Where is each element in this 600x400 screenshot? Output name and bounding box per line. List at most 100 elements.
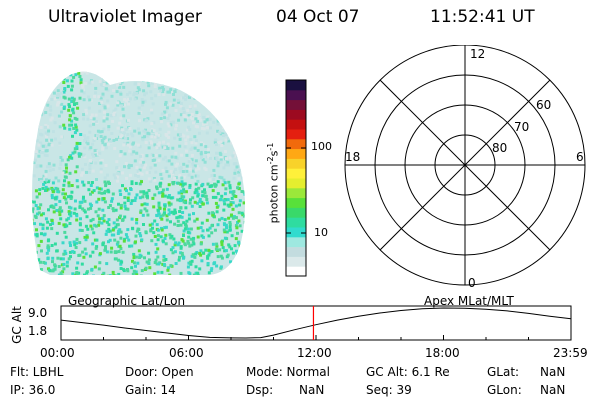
auroral-pixel (124, 288, 127, 291)
auroral-pixel (161, 213, 165, 217)
auroral-pixel (228, 156, 232, 160)
auroral-pixel (28, 169, 31, 172)
auroral-pixel (82, 153, 86, 157)
timeline-frame (60, 305, 572, 341)
auroral-pixel (216, 255, 220, 259)
auroral-pixel (27, 199, 30, 202)
auroral-pixel (51, 269, 55, 273)
auroral-pixel (104, 182, 108, 186)
auroral-pixel (26, 86, 29, 89)
auroral-pixel (123, 152, 127, 156)
auroral-pixel (103, 61, 106, 64)
auroral-pixel (177, 215, 181, 219)
polar-label-60: 60 (536, 98, 551, 112)
auroral-pixel (102, 271, 106, 275)
auroral-pixel (146, 260, 150, 264)
auroral-pixel (206, 83, 210, 87)
auroral-pixel (87, 106, 91, 110)
auroral-pixel (76, 106, 80, 110)
auroral-pixel (27, 120, 30, 123)
auroral-pixel (31, 118, 35, 122)
auroral-pixel (62, 267, 66, 271)
auroral-pixel (230, 87, 234, 91)
auroral-pixel (126, 137, 130, 141)
auroral-pixel (138, 182, 142, 186)
auroral-pixel (79, 78, 83, 82)
auroral-pixel (144, 64, 147, 67)
auroral-pixel (250, 119, 253, 122)
auroral-pixel (156, 234, 160, 238)
auroral-pixel (224, 132, 228, 136)
auroral-pixel (191, 90, 195, 94)
auroral-pixel (63, 225, 67, 229)
auroral-pixel (74, 246, 78, 249)
auroral-pixel (116, 240, 120, 244)
auroral-pixel (47, 162, 51, 166)
auroral-image (26, 61, 260, 299)
auroral-pixel (97, 191, 101, 195)
auroral-pixel (50, 219, 54, 222)
auroral-pixel (224, 71, 228, 75)
auroral-pixel (88, 81, 92, 85)
auroral-pixel (169, 220, 172, 224)
auroral-pixel (31, 210, 33, 214)
auroral-pixel (207, 234, 211, 238)
auroral-pixel (213, 182, 217, 186)
auroral-pixel (31, 244, 34, 248)
auroral-pixel (259, 106, 260, 109)
auroral-pixel (144, 230, 148, 234)
auroral-pixel (179, 271, 183, 275)
auroral-pixel (253, 211, 256, 214)
auroral-pixel (231, 271, 235, 275)
colorbar-band (286, 256, 306, 267)
auroral-pixel (104, 184, 108, 188)
auroral-pixel (252, 130, 255, 133)
auroral-pixel (230, 290, 233, 293)
auroral-pixel (252, 296, 255, 299)
auroral-pixel (230, 213, 233, 217)
auroral-pixel (247, 228, 250, 231)
auroral-pixel (77, 152, 81, 156)
auroral-pixel (176, 66, 179, 69)
auroral-pixel (26, 67, 29, 70)
auroral-pixel (50, 78, 54, 82)
auroral-pixel (189, 237, 193, 241)
auroral-pixel (90, 190, 94, 194)
auroral-pixel (206, 148, 210, 152)
auroral-pixel (188, 201, 192, 205)
auroral-pixel (136, 227, 140, 231)
auroral-pixel (29, 120, 32, 123)
auroral-pixel (154, 72, 158, 75)
auroral-pixel (249, 268, 252, 271)
auroral-pixel (229, 95, 232, 98)
auroral-pixel (187, 160, 191, 164)
auroral-pixel (66, 286, 69, 289)
auroral-pixel (245, 198, 246, 202)
auroral-pixel (75, 271, 79, 275)
auroral-pixel (159, 181, 163, 185)
auroral-pixel (32, 106, 36, 110)
auroral-pixel (154, 79, 158, 82)
auroral-pixel (250, 255, 253, 258)
auroral-pixel (59, 66, 62, 69)
auroral-pixel (183, 118, 187, 122)
auroral-pixel (54, 293, 57, 296)
auroral-pixel (145, 194, 149, 198)
auroral-pixel (230, 263, 234, 267)
colorbar-band (286, 80, 306, 91)
auroral-pixel (214, 294, 217, 297)
auroral-pixel (75, 141, 79, 145)
auroral-pixel (153, 160, 157, 164)
auroral-pixel (182, 255, 186, 259)
auroral-pixel (64, 252, 68, 256)
auroral-pixel (238, 86, 242, 90)
auroral-pixel (149, 179, 152, 183)
auroral-pixel (56, 78, 60, 82)
auroral-pixel (163, 226, 167, 230)
auroral-pixel (214, 84, 218, 88)
auroral-pixel (238, 286, 241, 289)
auroral-pixel (39, 276, 42, 279)
auroral-pixel (250, 127, 253, 130)
auroral-pixel (119, 92, 123, 96)
auroral-pixel (64, 192, 67, 196)
